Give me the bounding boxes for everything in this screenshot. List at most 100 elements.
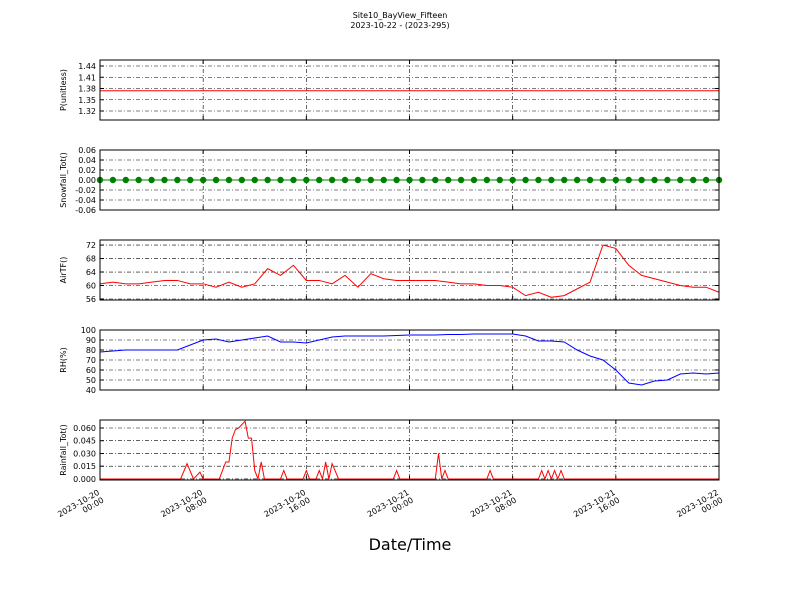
data-point <box>535 176 542 184</box>
y-tick-label: 0.000 <box>73 475 96 484</box>
y-axis-label: Snowfall_Tot() <box>59 152 68 208</box>
y-tick-label: 56 <box>86 295 96 304</box>
data-point <box>432 176 439 184</box>
x-tick-label: 2023-10-2116:00 <box>572 488 621 527</box>
data-point <box>625 176 632 184</box>
y-tick-label: 64 <box>86 268 96 277</box>
y-tick-label: 68 <box>86 255 96 264</box>
data-point <box>677 176 684 184</box>
data-point <box>380 176 387 184</box>
data-point <box>367 176 375 184</box>
data-point <box>303 176 310 184</box>
y-tick-label: 60 <box>86 366 96 375</box>
data-point <box>651 176 658 184</box>
plot-frame <box>99 329 720 391</box>
data-point <box>122 176 129 184</box>
data-point <box>548 176 555 184</box>
data-point <box>457 176 465 184</box>
data-point <box>638 176 645 184</box>
chart-subtitle: 2023-10-22 - (2023-295) <box>350 21 449 30</box>
y-tick-label: 80 <box>86 346 96 355</box>
data-point <box>406 176 413 184</box>
y-tick-label: -0.02 <box>75 186 96 195</box>
data-point <box>251 176 258 184</box>
data-point <box>135 176 142 184</box>
data-line <box>99 244 720 298</box>
plot-frame <box>99 239 720 301</box>
y-tick-label: 0.060 <box>73 424 96 433</box>
y-tick-label: 40 <box>86 386 96 395</box>
y-axis-label: AirTF() <box>59 257 68 284</box>
x-tick-label: 2023-10-2000:00 <box>56 488 105 527</box>
y-axis-label: P(unitless) <box>59 69 68 111</box>
data-point <box>109 176 117 184</box>
data-point <box>277 176 284 184</box>
plot-frame <box>99 59 720 121</box>
data-point <box>174 176 181 184</box>
x-tick-label: 2023-10-2108:00 <box>469 488 518 527</box>
data-point <box>199 176 207 184</box>
data-point <box>522 176 529 184</box>
y-tick-label: -0.06 <box>75 206 96 215</box>
y-tick-label: 1.38 <box>78 85 96 94</box>
data-point <box>599 176 607 184</box>
data-point <box>393 176 400 184</box>
data-point <box>316 176 323 184</box>
data-point <box>509 176 516 184</box>
y-axis-label: RH(%) <box>59 347 68 372</box>
plot-frame <box>99 149 720 211</box>
y-tick-label: 0.015 <box>73 462 96 471</box>
data-point <box>470 176 478 184</box>
y-tick-label: 0.030 <box>73 449 96 458</box>
y-tick-label: 60 <box>86 282 96 291</box>
y-tick-label: 70 <box>86 356 96 365</box>
y-tick-label: -0.04 <box>75 196 96 205</box>
y-tick-label: 50 <box>86 376 96 385</box>
data-point <box>561 176 568 184</box>
data-point <box>690 176 697 184</box>
data-point <box>419 176 426 184</box>
y-tick-label: 72 <box>86 241 96 250</box>
x-tick-label: 2023-10-2016:00 <box>263 488 312 527</box>
data-point <box>483 176 491 184</box>
y-tick-label: 0.06 <box>78 146 96 155</box>
data-point <box>444 176 452 184</box>
y-tick-label: 100 <box>81 326 96 335</box>
x-axis-label: Date/Time <box>369 535 452 554</box>
data-point <box>148 176 155 184</box>
data-point <box>354 176 362 184</box>
y-tick-label: 0.00 <box>78 176 96 185</box>
data-line <box>99 333 720 386</box>
y-tick-label: 1.44 <box>78 62 96 71</box>
y-tick-label: 0.02 <box>78 166 96 175</box>
y-tick-label: 0.04 <box>78 156 96 165</box>
x-tick-label: 2023-10-2200:00 <box>675 488 724 527</box>
data-line <box>100 420 719 481</box>
y-tick-label: 90 <box>86 336 96 345</box>
y-tick-label: 1.32 <box>78 107 96 116</box>
y-tick-label: 1.41 <box>78 73 96 82</box>
data-point <box>586 176 594 184</box>
data-point <box>212 176 220 184</box>
data-point <box>328 176 336 184</box>
y-tick-label: 1.35 <box>78 96 96 105</box>
data-point <box>187 176 194 184</box>
data-point <box>225 176 233 184</box>
y-axis-label: Rainfall_Tot() <box>59 424 68 476</box>
data-point <box>238 176 246 184</box>
data-point <box>161 176 168 184</box>
y-tick-label: 0.045 <box>73 437 96 446</box>
data-point <box>264 176 271 184</box>
data-point <box>573 176 581 184</box>
x-tick-label: 2023-10-2100:00 <box>366 488 415 527</box>
data-point <box>612 176 620 184</box>
plot-frame <box>99 419 720 481</box>
data-point <box>341 176 349 184</box>
data-point <box>290 176 297 184</box>
data-point <box>702 176 710 184</box>
data-point <box>664 176 671 184</box>
chart-title: Site10_BayView_Fifteen <box>353 11 448 20</box>
x-tick-label: 2023-10-2008:00 <box>159 488 208 527</box>
data-point <box>496 176 503 184</box>
